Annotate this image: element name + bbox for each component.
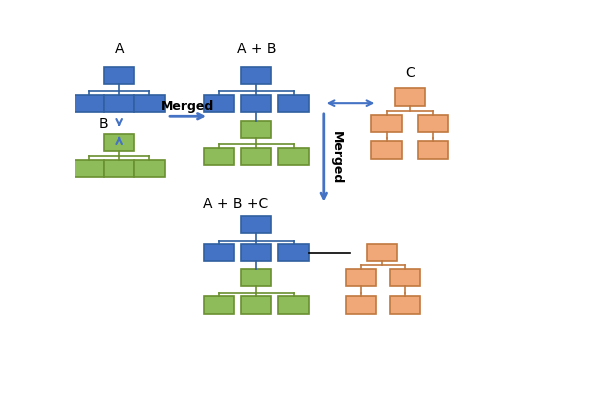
Text: Merged: Merged xyxy=(330,131,343,184)
FancyBboxPatch shape xyxy=(74,160,104,177)
Text: C: C xyxy=(405,66,415,80)
FancyBboxPatch shape xyxy=(278,147,308,165)
FancyBboxPatch shape xyxy=(104,95,134,112)
FancyBboxPatch shape xyxy=(278,244,308,262)
FancyBboxPatch shape xyxy=(346,269,376,286)
FancyBboxPatch shape xyxy=(241,296,271,313)
FancyBboxPatch shape xyxy=(134,95,164,112)
FancyBboxPatch shape xyxy=(204,147,234,165)
FancyBboxPatch shape xyxy=(371,115,401,132)
FancyBboxPatch shape xyxy=(241,121,271,138)
Text: A: A xyxy=(115,43,124,56)
Text: B: B xyxy=(99,117,109,131)
FancyBboxPatch shape xyxy=(395,88,425,106)
FancyBboxPatch shape xyxy=(390,296,420,313)
FancyBboxPatch shape xyxy=(204,95,234,112)
FancyBboxPatch shape xyxy=(371,141,401,158)
FancyBboxPatch shape xyxy=(241,244,271,262)
FancyBboxPatch shape xyxy=(241,216,271,233)
Text: Merged: Merged xyxy=(161,100,215,113)
FancyBboxPatch shape xyxy=(104,134,134,151)
FancyBboxPatch shape xyxy=(418,115,448,132)
FancyBboxPatch shape xyxy=(204,244,234,262)
FancyBboxPatch shape xyxy=(241,66,271,84)
FancyBboxPatch shape xyxy=(241,269,271,286)
FancyBboxPatch shape xyxy=(241,147,271,165)
FancyBboxPatch shape xyxy=(346,296,376,313)
FancyBboxPatch shape xyxy=(390,269,420,286)
FancyBboxPatch shape xyxy=(104,160,134,177)
FancyBboxPatch shape xyxy=(278,296,308,313)
FancyBboxPatch shape xyxy=(204,296,234,313)
FancyBboxPatch shape xyxy=(134,160,164,177)
FancyBboxPatch shape xyxy=(241,95,271,112)
FancyBboxPatch shape xyxy=(418,141,448,158)
FancyBboxPatch shape xyxy=(367,244,397,262)
Text: A + B +C: A + B +C xyxy=(203,197,268,211)
FancyBboxPatch shape xyxy=(74,95,104,112)
FancyBboxPatch shape xyxy=(104,66,134,84)
Text: A + B: A + B xyxy=(236,43,276,56)
FancyBboxPatch shape xyxy=(278,95,308,112)
